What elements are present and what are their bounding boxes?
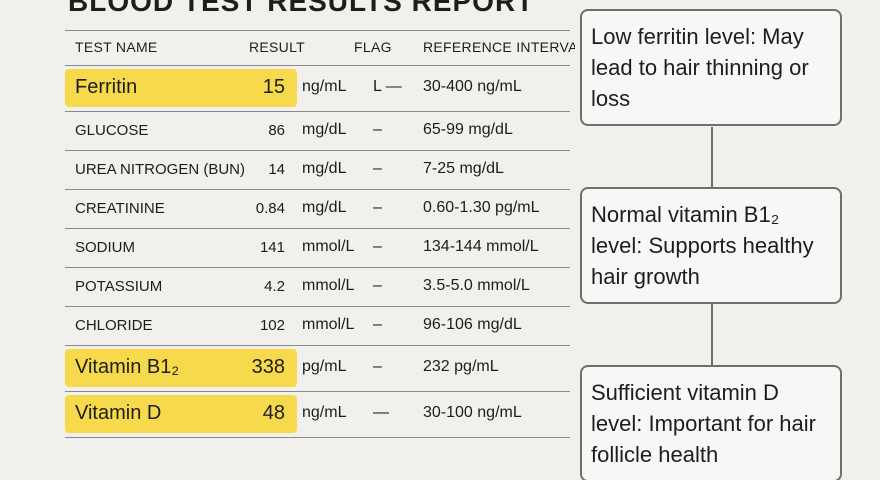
- column-header: REFERENCE INTERVAL: [423, 39, 575, 55]
- reference: 134-144 mmol/L: [423, 237, 539, 255]
- unit: mmol/L: [302, 237, 355, 255]
- callout: Low ferritin level: May lead to hair thi…: [580, 9, 842, 126]
- unit: mg/dL: [302, 159, 347, 177]
- unit: ng/mL: [302, 404, 347, 422]
- result: 4.2: [264, 277, 285, 295]
- rule: [65, 437, 570, 438]
- flag: —: [373, 404, 389, 422]
- reference: 3.5-5.0 mmol/L: [423, 276, 530, 294]
- rule: [65, 189, 570, 190]
- test-name: SODIUM: [75, 238, 135, 256]
- reference: 232 pg/mL: [423, 358, 499, 376]
- result: 14: [268, 160, 285, 178]
- test-name: UREA NITROGEN (BUN): [75, 160, 246, 178]
- reference: 7-25 mg/dL: [423, 159, 504, 177]
- rule: [65, 65, 570, 66]
- result: 86: [268, 121, 285, 139]
- flag: L —: [373, 78, 402, 96]
- rule: [65, 30, 570, 31]
- test-name: Ferritin: [75, 76, 138, 98]
- reference: 30-100 ng/mL: [423, 404, 522, 422]
- result: 338: [251, 356, 285, 378]
- rule: [65, 150, 570, 151]
- unit: ng/mL: [302, 78, 347, 96]
- highlight: [65, 395, 297, 433]
- reference: 0.60-1.30 pg/mL: [423, 198, 540, 216]
- rule: [65, 267, 570, 268]
- connector: [711, 304, 713, 365]
- reference: 96-106 mg/dL: [423, 315, 522, 333]
- result: 48: [262, 402, 285, 424]
- result: 15: [262, 76, 285, 98]
- test-name: Vitamin D: [75, 402, 162, 424]
- flag: –: [373, 159, 382, 177]
- unit: mmol/L: [302, 276, 355, 294]
- unit: mg/dL: [302, 120, 347, 138]
- highlight: [65, 69, 297, 107]
- test-name: GLUCOSE: [75, 121, 149, 139]
- test-name: CREATININE: [75, 199, 165, 217]
- unit: mmol/L: [302, 315, 355, 333]
- flag: –: [373, 276, 382, 294]
- rule: [65, 111, 570, 112]
- reference: 30-400 ng/mL: [423, 78, 522, 96]
- reference: 65-99 mg/dL: [423, 120, 513, 138]
- column-header: RESULT: [249, 39, 305, 55]
- result: 0.84: [255, 199, 285, 217]
- unit: pg/mL: [302, 358, 347, 376]
- callout: Sufficient vitamin D level: Important fo…: [580, 365, 842, 480]
- callout: Normal vitamin B1₂ level: Supports healt…: [580, 187, 842, 304]
- test-name: POTASSIUM: [75, 277, 163, 295]
- test-name: CHLORIDE: [75, 316, 153, 334]
- result: 141: [259, 238, 285, 256]
- result: 102: [259, 316, 285, 334]
- connector: [711, 127, 713, 187]
- rule: [65, 345, 570, 346]
- results-table: BLOOD TEST RESULTS REPORT TEST NAME RESUL…: [65, 0, 575, 480]
- flag: –: [373, 315, 382, 333]
- flag: –: [373, 237, 382, 255]
- report-title: BLOOD TEST RESULTS REPORT: [68, 0, 535, 17]
- rule: [65, 228, 570, 229]
- flag: –: [373, 198, 382, 216]
- rule: [65, 306, 570, 307]
- highlight: [65, 349, 297, 387]
- test-name: Vitamin B1₂: [75, 356, 180, 378]
- column-header: FLAG: [354, 39, 392, 55]
- flag: –: [373, 120, 382, 138]
- column-header: TEST NAME: [75, 39, 158, 55]
- unit: mg/dL: [302, 198, 347, 216]
- flag: –: [373, 358, 382, 376]
- rule: [65, 391, 570, 392]
